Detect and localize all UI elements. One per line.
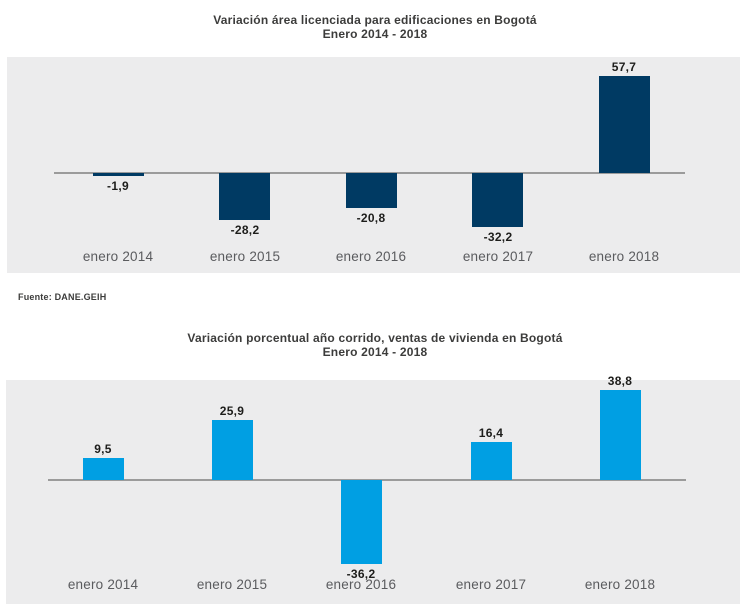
bar-value-label-enero-2016: -20,8 [356, 211, 386, 225]
bar-value-label-enero-2017: -32,2 [483, 230, 513, 244]
x-axis-tick-label-enero-2018: enero 2018 [584, 577, 656, 592]
bar-enero-2018 [600, 390, 641, 480]
bar-enero-2015 [219, 173, 270, 220]
chart2-title: Variación porcentual año corrido, ventas… [187, 331, 563, 345]
x-axis-tick-label-enero-2015: enero 2015 [196, 577, 268, 592]
x-axis-tick-label-enero-2014: enero 2014 [82, 249, 154, 264]
chart2-subtitle: Enero 2014 - 2018 [322, 345, 428, 359]
bar-enero-2018 [599, 76, 650, 173]
x-axis-tick-label-enero-2017: enero 2017 [455, 577, 527, 592]
bar-value-label-enero-2018: 38,8 [607, 374, 633, 388]
chart1-panel: -1,9 enero 2014 -28,2 enero 2015 -20,8 enero … [7, 57, 740, 273]
bar-enero-2015 [212, 420, 253, 480]
bar-value-label-enero-2017: 16,4 [478, 426, 504, 440]
x-axis-tick-label-enero-2014: enero 2014 [67, 577, 139, 592]
bar-value-label-enero-2014: -1,9 [107, 179, 129, 193]
x-axis-tick-label-enero-2018: enero 2018 [588, 249, 660, 264]
chart1-subtitle: Enero 2014 - 2018 [322, 27, 428, 41]
chart2-title-block: Variación porcentual año corrido, ventas… [0, 331, 750, 359]
bar-enero-2016 [346, 173, 397, 208]
bar-enero-2017 [472, 173, 523, 227]
bar-enero-2017 [471, 442, 512, 480]
chart2-panel: 9,5 enero 2014 25,9 enero 2015 -36,2 enero 20… [6, 374, 740, 604]
x-axis-tick-label-enero-2017: enero 2017 [462, 249, 534, 264]
bar-enero-2014 [83, 458, 124, 480]
bar-value-label-enero-2018: 57,7 [611, 60, 637, 74]
bar-value-label-enero-2016: -36,2 [346, 567, 376, 581]
x-axis-tick-label-enero-2016: enero 2016 [335, 249, 407, 264]
bar-value-label-enero-2015: -28,2 [230, 223, 260, 237]
x-axis-tick-label-enero-2016: enero 2016 [325, 577, 397, 592]
source-note: Fuente: DANE.GEIH [18, 292, 107, 302]
chart1-title-block: Variación área licenciada para edificaci… [0, 13, 750, 41]
bar-enero-2014 [93, 173, 144, 176]
bar-value-label-enero-2014: 9,5 [94, 442, 112, 456]
bar-enero-2016 [341, 480, 382, 564]
bar-value-label-enero-2015: 25,9 [219, 404, 245, 418]
x-axis-tick-label-enero-2015: enero 2015 [209, 249, 281, 264]
chart1-title: Variación área licenciada para edificaci… [213, 13, 537, 27]
